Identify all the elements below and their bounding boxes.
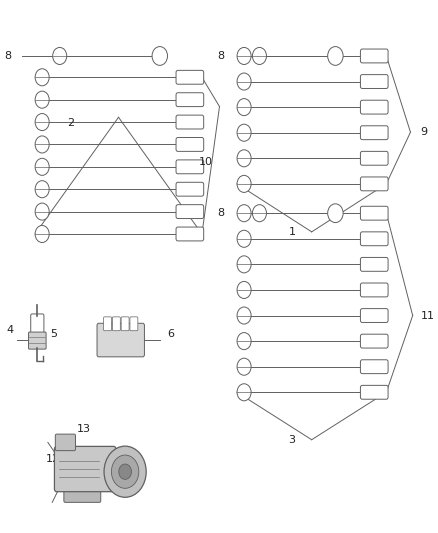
Circle shape [35, 158, 49, 175]
Circle shape [237, 358, 251, 375]
FancyBboxPatch shape [360, 232, 387, 246]
Circle shape [35, 136, 49, 153]
Circle shape [111, 455, 138, 488]
Text: 8: 8 [216, 208, 223, 218]
Circle shape [237, 99, 251, 116]
FancyBboxPatch shape [360, 206, 387, 220]
Text: 12: 12 [46, 455, 60, 464]
Text: 13: 13 [77, 424, 91, 434]
Circle shape [237, 205, 251, 222]
Circle shape [152, 46, 167, 66]
Text: 4: 4 [7, 326, 14, 335]
FancyBboxPatch shape [176, 93, 203, 107]
Circle shape [237, 384, 251, 401]
FancyBboxPatch shape [360, 385, 387, 399]
FancyBboxPatch shape [55, 434, 75, 451]
Circle shape [119, 464, 131, 479]
Circle shape [35, 91, 49, 108]
Circle shape [104, 446, 146, 497]
Circle shape [35, 181, 49, 198]
FancyBboxPatch shape [176, 205, 203, 219]
FancyBboxPatch shape [360, 49, 387, 63]
FancyBboxPatch shape [360, 360, 387, 374]
FancyBboxPatch shape [112, 317, 120, 330]
FancyBboxPatch shape [176, 227, 203, 241]
Text: 1: 1 [288, 227, 295, 237]
Circle shape [237, 47, 251, 64]
FancyBboxPatch shape [176, 70, 203, 84]
FancyBboxPatch shape [360, 283, 387, 297]
Circle shape [237, 307, 251, 324]
Circle shape [237, 333, 251, 350]
Circle shape [237, 175, 251, 192]
Text: 6: 6 [166, 329, 173, 339]
FancyBboxPatch shape [360, 126, 387, 140]
Text: 5: 5 [50, 329, 57, 339]
Circle shape [237, 230, 251, 247]
FancyBboxPatch shape [28, 332, 46, 349]
Circle shape [237, 256, 251, 273]
FancyBboxPatch shape [360, 100, 387, 114]
Text: 2: 2 [67, 118, 74, 127]
FancyBboxPatch shape [176, 138, 203, 151]
Text: 10: 10 [198, 157, 212, 167]
FancyBboxPatch shape [31, 314, 44, 336]
FancyBboxPatch shape [121, 317, 129, 330]
FancyBboxPatch shape [64, 487, 100, 502]
FancyBboxPatch shape [103, 317, 111, 330]
FancyBboxPatch shape [97, 323, 144, 357]
Text: 8: 8 [4, 51, 11, 61]
FancyBboxPatch shape [360, 151, 387, 165]
FancyBboxPatch shape [360, 334, 387, 348]
Text: 3: 3 [288, 435, 295, 445]
Circle shape [35, 69, 49, 86]
Circle shape [252, 205, 266, 222]
FancyBboxPatch shape [176, 160, 203, 174]
FancyBboxPatch shape [130, 317, 138, 330]
Circle shape [327, 46, 343, 66]
Circle shape [237, 73, 251, 90]
Circle shape [35, 225, 49, 243]
FancyBboxPatch shape [176, 182, 203, 196]
Circle shape [252, 47, 266, 64]
FancyBboxPatch shape [54, 447, 116, 491]
Circle shape [35, 203, 49, 220]
FancyBboxPatch shape [360, 309, 387, 322]
Circle shape [327, 204, 343, 223]
Circle shape [237, 281, 251, 298]
Circle shape [237, 150, 251, 167]
Circle shape [237, 124, 251, 141]
FancyBboxPatch shape [360, 177, 387, 191]
FancyBboxPatch shape [176, 115, 203, 129]
Circle shape [53, 47, 67, 64]
Circle shape [35, 114, 49, 131]
Text: 8: 8 [216, 51, 223, 61]
FancyBboxPatch shape [360, 75, 387, 88]
Text: 11: 11 [420, 311, 434, 320]
Text: 9: 9 [420, 127, 427, 137]
FancyBboxPatch shape [360, 257, 387, 271]
